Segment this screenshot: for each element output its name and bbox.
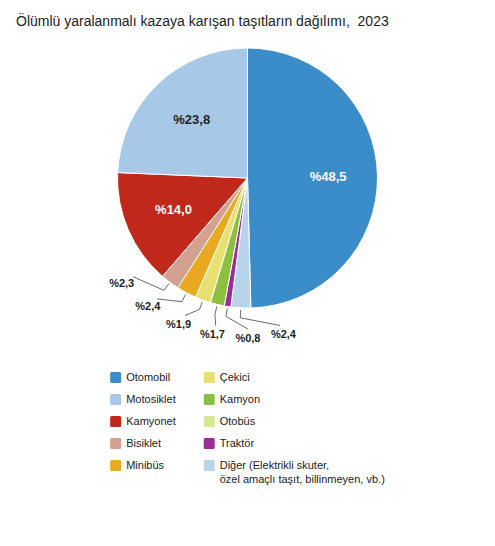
data-label: %14,0 [155,202,192,217]
legend-label-line: Otomobil [126,371,170,383]
legend-label-line: Traktör [220,437,255,449]
legend-label: Motosiklet [126,393,176,405]
legend-swatch [204,438,215,449]
legend-swatch [110,416,121,427]
legend-label: Otobüs [220,415,256,427]
data-label: %0,8 [235,332,260,344]
legend-swatch [204,394,215,405]
slices [117,48,377,308]
legend-label-line: Diğer (Elektrikli skuter, [220,459,329,471]
data-labels: %48,5%2,4%0,8%1,7%1,9%2,4%2,3%14,0%23,8 [109,112,346,344]
legend-label-line: Minibüs [126,459,164,471]
legend-swatch [110,438,121,449]
data-label: %1,7 [200,328,225,340]
leader-line [215,306,217,325]
legend-item: Kamyon [204,393,260,405]
leader-line [157,295,185,302]
legend-swatch [204,416,215,427]
legend-label-line: Kamyon [220,393,260,405]
legend-label-line: Bisiklet [126,437,161,449]
legend-label-line: Otobüs [220,415,256,427]
legend-label-line: Çekici [220,371,250,383]
data-label: %23,8 [173,112,210,127]
legend-label: Minibüs [126,459,164,471]
slice [117,173,247,277]
legend-item: Otomobil [110,371,170,383]
legend-label: Çekici [220,371,250,383]
data-label: %48,5 [310,169,347,184]
chart: Ölümlü yaralanmalı kazaya karışan taşıtl… [0,0,495,546]
leader-line [185,302,202,315]
legend-item: Kamyonet [110,415,176,427]
legend-swatch [110,460,121,471]
legend-label: Traktör [220,437,255,449]
legend: Otomobil Motosiklet Kamyonet Bisiklet Minibü… [110,371,385,484]
legend-swatch [204,372,215,383]
pie [117,48,377,308]
legend-item: Çekici [204,371,250,383]
legend-swatch [204,460,215,471]
title: Ölümlü yaralanmalı kazaya karışan taşıtl… [16,12,389,29]
data-label: %2,4 [135,300,161,312]
leader-line [240,310,280,326]
legend-label-line: Kamyonet [126,415,176,427]
legend-item: Diğer (Elektrikli skuter, özel amaçlı taş… [204,459,385,484]
slice [248,48,378,308]
legend-swatch [110,372,121,383]
data-label: %2,3 [109,277,134,289]
legend-item: Minibüs [110,459,164,471]
slice [118,48,248,178]
legend-label: Bisiklet [126,437,161,449]
data-label: %2,4 [271,328,297,340]
legend-label: Otomobil [126,371,170,383]
legend-item: Traktör [204,437,255,449]
legend-item: Bisiklet [110,437,161,449]
legend-label-line: Motosiklet [126,393,176,405]
legend-swatch [110,394,121,405]
leader-line [133,277,168,290]
legend-label: Kamyon [220,393,260,405]
legend-item: Otobüs [204,415,256,427]
leader-line [226,308,248,329]
data-label: %1,9 [166,318,191,330]
legend-label: Diğer (Elektrikli skuter, özel amaçlı taş… [220,459,385,484]
legend-item: Motosiklet [110,393,176,405]
legend-label: Kamyonet [126,415,176,427]
legend-label-line: özel amaçlı taşıt, billinmeyen, vb.) [220,473,385,485]
